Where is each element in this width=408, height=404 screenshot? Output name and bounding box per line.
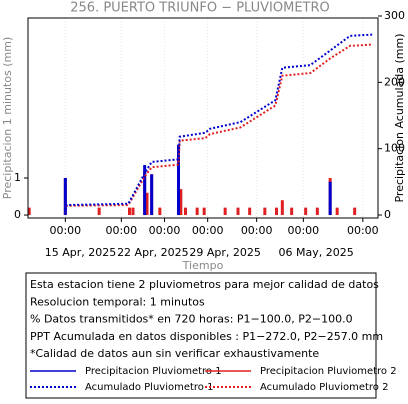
bar <box>145 192 149 216</box>
legend-label: Precipitacion Pluviometro 2 <box>260 366 397 377</box>
bar <box>335 207 339 216</box>
bar <box>248 207 252 216</box>
x-tick-label: 00:00 <box>192 224 224 237</box>
x-date-label: 22 Apr, 2025 <box>117 246 189 259</box>
bar <box>236 207 240 216</box>
info-line: *Calidad de datos aun sin verificar exha… <box>30 347 319 360</box>
x-tick-label: 00:00 <box>149 224 181 237</box>
info-line: PPT Acumulada en datos disponibles : P1−… <box>30 330 383 343</box>
bar <box>150 174 154 216</box>
line <box>64 33 373 215</box>
legend-label: Precipitacion Pluviometro 1 <box>85 366 222 377</box>
x-tick-label: 00:00 <box>49 224 81 237</box>
bar <box>315 207 319 216</box>
info-line: Resolucion temporal: 1 minutos <box>30 295 205 308</box>
plot-frame <box>27 17 379 219</box>
y-tick-label: 0 <box>14 208 21 221</box>
bar <box>304 207 308 216</box>
legend-label: Acumulado Pluviometro 2 <box>260 382 388 393</box>
bar <box>195 207 199 216</box>
bar <box>290 207 294 216</box>
x-tick-label: 00:00 <box>105 224 137 237</box>
bar <box>131 207 135 216</box>
bar <box>177 144 180 216</box>
bar <box>27 207 31 216</box>
y2-axis-label: Precipitacion Acumulada (mm) <box>393 33 406 202</box>
bar <box>143 165 147 216</box>
x-axis-label: Tiempo <box>182 259 224 272</box>
y-axis-label: Precipitacion 1 minutos (mm) <box>1 37 14 199</box>
x-date-label: 06 May, 2025 <box>279 246 354 259</box>
bar <box>353 207 357 216</box>
y2-tick-label: 300 <box>384 9 405 22</box>
bar <box>158 207 162 216</box>
bar <box>202 207 206 216</box>
info-line: Esta estacion tiene 2 pluviometros para … <box>30 278 379 291</box>
line <box>64 43 373 215</box>
x-tick-label: 00:00 <box>287 224 319 237</box>
bar <box>223 207 227 216</box>
x-date-label: 15 Apr, 2025 <box>45 246 117 259</box>
bar <box>184 207 187 216</box>
bar <box>275 207 278 216</box>
x-date-label: 29 Apr, 2025 <box>189 246 261 259</box>
legend-label: Acumulado Pluviometro 1 <box>85 382 213 393</box>
info-line: % Datos transmitidos* en 720 horas: P1−1… <box>30 313 353 326</box>
chart-title: 256. PUERTO TRIUNFO − PLUVIOMETRO <box>70 1 330 16</box>
bar <box>97 207 101 216</box>
bar <box>328 181 332 216</box>
y2-tick-label: 200 <box>384 75 405 88</box>
y-tick-label: 1 <box>14 171 21 184</box>
bar <box>63 178 67 216</box>
info-box <box>25 272 377 399</box>
y2-tick-label: 0 <box>384 208 391 221</box>
x-tick-label: 00:00 <box>241 224 273 237</box>
bar <box>128 207 131 216</box>
bar <box>179 189 183 216</box>
bar <box>280 200 284 216</box>
bar <box>263 207 267 216</box>
x-tick-label: 00:00 <box>347 224 379 237</box>
y2-tick-label: 100 <box>384 142 405 155</box>
